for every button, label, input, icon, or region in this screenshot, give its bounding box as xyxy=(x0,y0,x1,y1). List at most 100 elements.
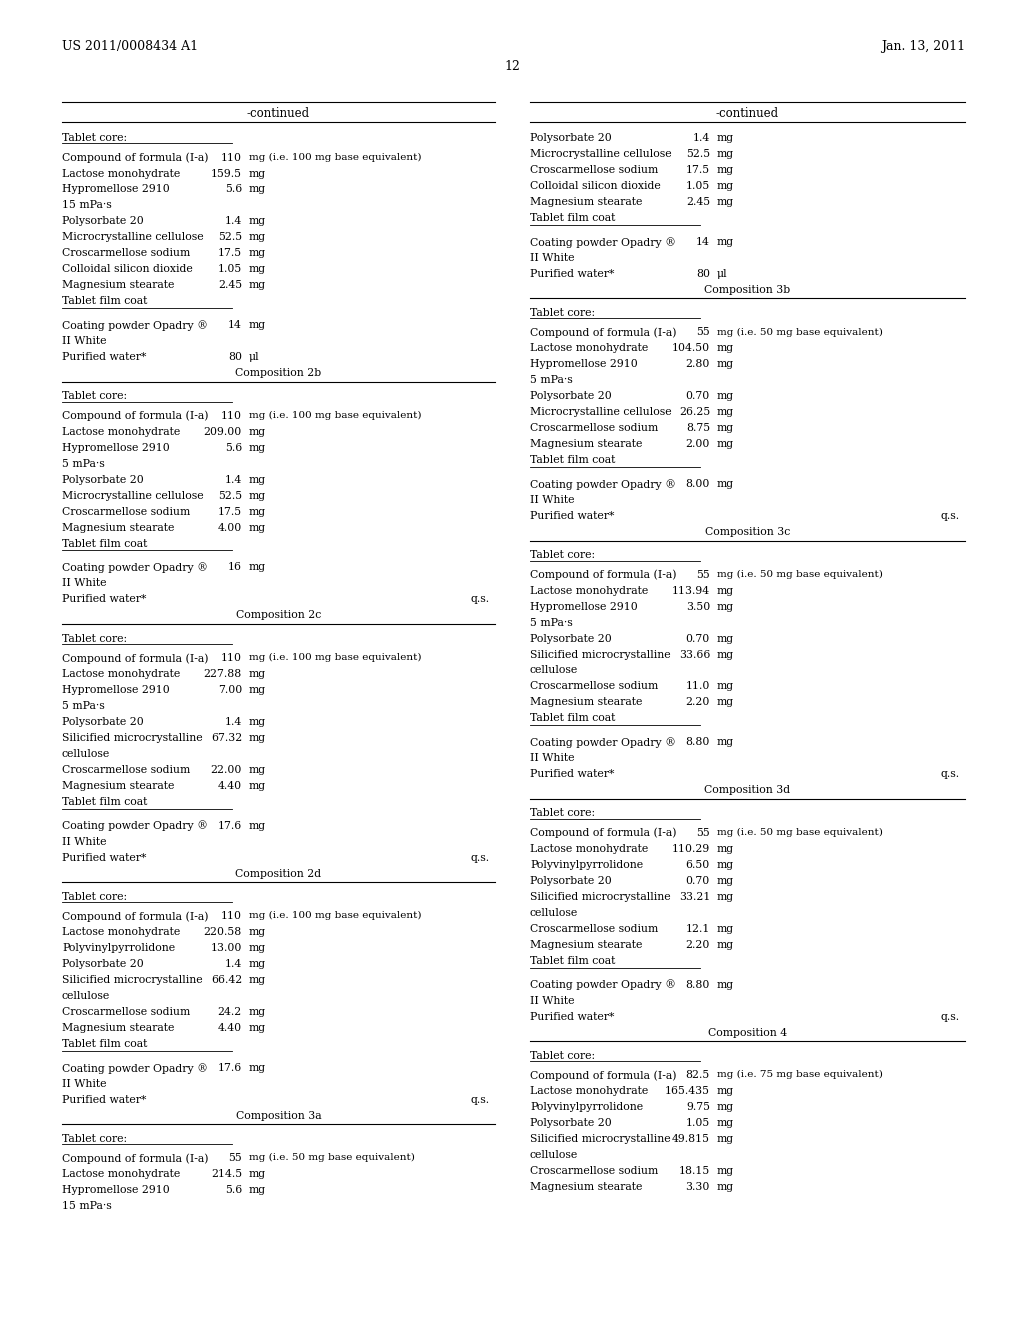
Text: 110: 110 xyxy=(221,411,242,421)
Text: mg: mg xyxy=(249,1063,266,1073)
Text: II White: II White xyxy=(530,995,574,1006)
Text: 52.5: 52.5 xyxy=(218,491,242,500)
Text: mg: mg xyxy=(717,391,734,401)
Text: mg: mg xyxy=(249,248,266,259)
Text: mg: mg xyxy=(249,1007,266,1016)
Text: mg: mg xyxy=(717,408,734,417)
Text: mg: mg xyxy=(249,216,266,227)
Text: mg: mg xyxy=(249,685,266,694)
Text: mg: mg xyxy=(249,426,266,437)
Text: Lactose monohydrate: Lactose monohydrate xyxy=(62,169,180,178)
Text: 55: 55 xyxy=(696,327,710,338)
Text: Tablet core:: Tablet core: xyxy=(62,391,127,401)
Text: mg: mg xyxy=(717,649,734,660)
Text: mg: mg xyxy=(717,586,734,595)
Text: Tablet film coat: Tablet film coat xyxy=(62,797,147,807)
Text: 15 mPa·s: 15 mPa·s xyxy=(62,1201,112,1212)
Text: q.s.: q.s. xyxy=(471,853,490,862)
Text: 12.1: 12.1 xyxy=(686,924,710,933)
Text: 26.25: 26.25 xyxy=(679,408,710,417)
Text: Croscarmellose sodium: Croscarmellose sodium xyxy=(530,1166,658,1176)
Text: Coating powder Opadry ®: Coating powder Opadry ® xyxy=(62,821,208,832)
Text: 110: 110 xyxy=(221,653,242,663)
Text: mg: mg xyxy=(249,264,266,275)
Text: 66.42: 66.42 xyxy=(211,975,242,985)
Text: 104.50: 104.50 xyxy=(672,343,710,354)
Text: Lactose monohydrate: Lactose monohydrate xyxy=(530,343,648,354)
Text: mg: mg xyxy=(717,197,734,207)
Text: mg (i.e. 50 mg base equivalent): mg (i.e. 50 mg base equivalent) xyxy=(717,570,883,578)
Text: mg: mg xyxy=(249,442,266,453)
Text: Microcrystalline cellulose: Microcrystalline cellulose xyxy=(62,232,204,243)
Text: mg: mg xyxy=(249,232,266,243)
Text: Purified water*: Purified water* xyxy=(62,1094,146,1105)
Text: II White: II White xyxy=(62,337,106,346)
Text: 4.40: 4.40 xyxy=(218,780,242,791)
Text: 8.75: 8.75 xyxy=(686,424,710,433)
Text: -continued: -continued xyxy=(247,107,310,120)
Text: 15 mPa·s: 15 mPa·s xyxy=(62,201,112,210)
Text: mg (i.e. 100 mg base equivalent): mg (i.e. 100 mg base equivalent) xyxy=(249,653,422,663)
Text: 52.5: 52.5 xyxy=(218,232,242,243)
Text: Silicified microcrystalline: Silicified microcrystalline xyxy=(530,649,671,660)
Text: mg: mg xyxy=(717,681,734,692)
Text: Polysorbate 20: Polysorbate 20 xyxy=(530,391,611,401)
Text: 1.4: 1.4 xyxy=(224,216,242,227)
Text: Lactose monohydrate: Lactose monohydrate xyxy=(530,843,648,854)
Text: mg (i.e. 75 mg base equivalent): mg (i.e. 75 mg base equivalent) xyxy=(717,1071,883,1080)
Text: 4.00: 4.00 xyxy=(218,523,242,532)
Text: Lactose monohydrate: Lactose monohydrate xyxy=(62,927,180,937)
Text: mg: mg xyxy=(249,475,266,484)
Text: cellulose: cellulose xyxy=(62,748,111,759)
Text: mg: mg xyxy=(249,821,266,830)
Text: Lactose monohydrate: Lactose monohydrate xyxy=(62,1170,180,1179)
Text: mg: mg xyxy=(717,343,734,354)
Text: 2.45: 2.45 xyxy=(218,280,242,290)
Text: Magnesium stearate: Magnesium stearate xyxy=(62,280,174,290)
Text: Tablet core:: Tablet core: xyxy=(530,1051,595,1061)
Text: Magnesium stearate: Magnesium stearate xyxy=(530,1181,642,1192)
Text: Silicified microcrystalline: Silicified microcrystalline xyxy=(62,733,203,743)
Text: mg: mg xyxy=(717,602,734,611)
Text: Composition 2d: Composition 2d xyxy=(236,869,322,879)
Text: Purified water*: Purified water* xyxy=(530,511,614,521)
Text: Silicified microcrystalline: Silicified microcrystalline xyxy=(530,1134,671,1144)
Text: II White: II White xyxy=(62,1078,106,1089)
Text: Coating powder Opadry ®: Coating powder Opadry ® xyxy=(530,979,676,990)
Text: mg: mg xyxy=(717,1134,734,1144)
Text: 14: 14 xyxy=(696,238,710,247)
Text: Croscarmellose sodium: Croscarmellose sodium xyxy=(62,248,190,259)
Text: Microcrystalline cellulose: Microcrystalline cellulose xyxy=(530,149,672,160)
Text: 80: 80 xyxy=(228,352,242,362)
Text: Croscarmellose sodium: Croscarmellose sodium xyxy=(62,507,190,516)
Text: q.s.: q.s. xyxy=(941,770,961,779)
Text: Tablet film coat: Tablet film coat xyxy=(530,713,615,723)
Text: 3.30: 3.30 xyxy=(686,1181,710,1192)
Text: Composition 3a: Composition 3a xyxy=(236,1111,322,1121)
Text: mg: mg xyxy=(249,562,266,573)
Text: Polyvinylpyrrolidone: Polyvinylpyrrolidone xyxy=(62,942,175,953)
Text: 18.15: 18.15 xyxy=(679,1166,710,1176)
Text: mg: mg xyxy=(717,1102,734,1111)
Text: 11.0: 11.0 xyxy=(686,681,710,692)
Text: 1.05: 1.05 xyxy=(686,181,710,191)
Text: 13.00: 13.00 xyxy=(211,942,242,953)
Text: 1.4: 1.4 xyxy=(224,717,242,727)
Text: Polysorbate 20: Polysorbate 20 xyxy=(530,133,611,143)
Text: Compound of formula (I-a): Compound of formula (I-a) xyxy=(62,1154,209,1164)
Text: 1.4: 1.4 xyxy=(693,133,710,143)
Text: mg: mg xyxy=(717,149,734,160)
Text: Microcrystalline cellulose: Microcrystalline cellulose xyxy=(530,408,672,417)
Text: Jan. 13, 2011: Jan. 13, 2011 xyxy=(881,40,965,53)
Text: Magnesium stearate: Magnesium stearate xyxy=(62,1023,174,1034)
Text: mg: mg xyxy=(249,733,266,743)
Text: Croscarmellose sodium: Croscarmellose sodium xyxy=(530,424,658,433)
Text: Tablet film coat: Tablet film coat xyxy=(530,455,615,465)
Text: Polysorbate 20: Polysorbate 20 xyxy=(530,875,611,886)
Text: Purified water*: Purified water* xyxy=(530,770,614,779)
Text: Coating powder Opadry ®: Coating powder Opadry ® xyxy=(62,321,208,331)
Text: 55: 55 xyxy=(696,570,710,579)
Text: Hypromellose 2910: Hypromellose 2910 xyxy=(62,185,170,194)
Text: 5 mPa·s: 5 mPa·s xyxy=(530,375,572,385)
Text: mg: mg xyxy=(717,979,734,990)
